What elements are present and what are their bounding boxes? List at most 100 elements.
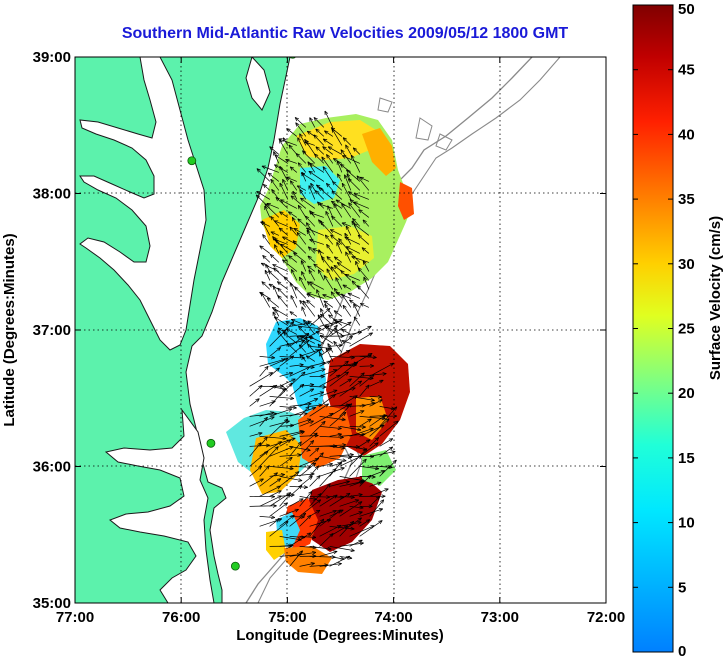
current-vector <box>319 374 341 387</box>
current-vector <box>259 400 276 407</box>
current-vector <box>357 285 370 299</box>
current-vector <box>249 398 260 407</box>
current-vector <box>299 398 319 407</box>
current-vector <box>333 340 343 353</box>
current-vector <box>289 166 298 173</box>
current-vector <box>279 405 297 410</box>
current-vector <box>309 163 325 173</box>
current-vector <box>299 432 318 447</box>
current-vector <box>289 441 302 457</box>
current-vector <box>319 468 337 487</box>
x-tick-label: 75:00 <box>268 609 306 626</box>
current-vector <box>345 246 361 254</box>
current-vector <box>289 406 317 417</box>
current-vector <box>335 292 351 299</box>
current-vector <box>280 199 298 209</box>
current-vector <box>363 276 370 290</box>
current-vector <box>326 154 334 164</box>
current-vector <box>345 144 352 155</box>
current-vector <box>256 168 271 182</box>
current-vector <box>304 138 316 155</box>
current-vector <box>259 446 279 467</box>
current-vector <box>349 199 361 209</box>
current-vector <box>279 165 289 182</box>
current-vector <box>279 182 289 200</box>
current-vector <box>309 117 316 128</box>
radar-station-marker <box>230 561 240 571</box>
current-vector <box>325 211 334 227</box>
colorbar-tick-label: 5 <box>678 579 686 596</box>
current-vector <box>309 509 321 517</box>
current-vector <box>289 430 305 437</box>
current-vector <box>279 371 294 377</box>
current-vector <box>369 418 390 437</box>
current-vector <box>349 372 365 387</box>
current-vector <box>332 181 343 191</box>
current-vector <box>266 297 280 308</box>
current-vector <box>327 205 334 218</box>
current-vector <box>297 205 307 218</box>
current-vector <box>349 539 363 547</box>
current-vector <box>319 562 342 567</box>
current-vector <box>341 222 351 227</box>
current-vector <box>295 122 307 137</box>
colorbar-tick-label: 40 <box>678 126 695 143</box>
current-vector <box>352 218 361 227</box>
current-vector <box>249 465 263 477</box>
current-vector <box>279 250 289 263</box>
current-vector <box>349 299 361 308</box>
current-vector <box>299 475 313 487</box>
current-vector <box>259 411 275 417</box>
current-vector <box>267 172 280 182</box>
current-vector <box>309 307 331 327</box>
current-vector <box>289 485 303 497</box>
current-vector <box>314 153 325 164</box>
current-vector <box>289 366 311 377</box>
colorbar-label: Surface Velocity (cm/s) <box>707 216 724 380</box>
current-vector <box>262 234 271 245</box>
bathymetry-contour-3 <box>377 97 453 151</box>
colorbar <box>632 4 674 653</box>
current-vector <box>324 234 334 245</box>
current-vector <box>344 174 352 191</box>
current-vector <box>369 379 384 387</box>
current-vector <box>329 321 352 337</box>
current-vector <box>275 239 289 254</box>
current-vector <box>357 267 370 281</box>
current-vector <box>307 343 316 353</box>
current-vector <box>289 311 298 317</box>
current-vector <box>339 426 362 432</box>
current-vector <box>259 515 276 520</box>
x-tick-label: 72:00 <box>587 609 625 626</box>
current-vector <box>280 243 298 254</box>
current-vector <box>307 265 316 272</box>
current-vector <box>299 133 307 146</box>
current-vector <box>362 219 370 227</box>
current-vector <box>305 355 316 362</box>
current-vector <box>309 281 325 290</box>
current-vector <box>289 340 310 357</box>
y-axis-ticks: 35:00 36:00 37:00 38:00 39:00 <box>33 49 606 612</box>
current-vector <box>336 160 343 173</box>
current-vector <box>342 304 352 317</box>
current-vector <box>337 173 343 182</box>
current-vector <box>269 473 285 477</box>
current-vector <box>290 180 298 191</box>
current-vector <box>309 325 330 337</box>
current-vector <box>270 178 280 191</box>
x-axis-ticks: 77:00 76:00 75:00 74:00 73:00 72:00 <box>56 57 625 626</box>
current-vector <box>341 293 352 308</box>
current-vector <box>310 212 324 218</box>
current-vector <box>353 303 361 317</box>
current-vector <box>282 259 298 272</box>
current-vector <box>309 412 334 427</box>
current-vector <box>319 462 333 467</box>
colorbar-tick-label: 15 <box>678 450 695 467</box>
current-vector <box>249 442 262 457</box>
current-vector <box>331 215 343 227</box>
current-vector <box>331 200 343 209</box>
current-vector <box>349 511 363 517</box>
current-vector <box>279 457 293 467</box>
current-vector <box>279 476 303 482</box>
grid-lines <box>75 57 606 603</box>
